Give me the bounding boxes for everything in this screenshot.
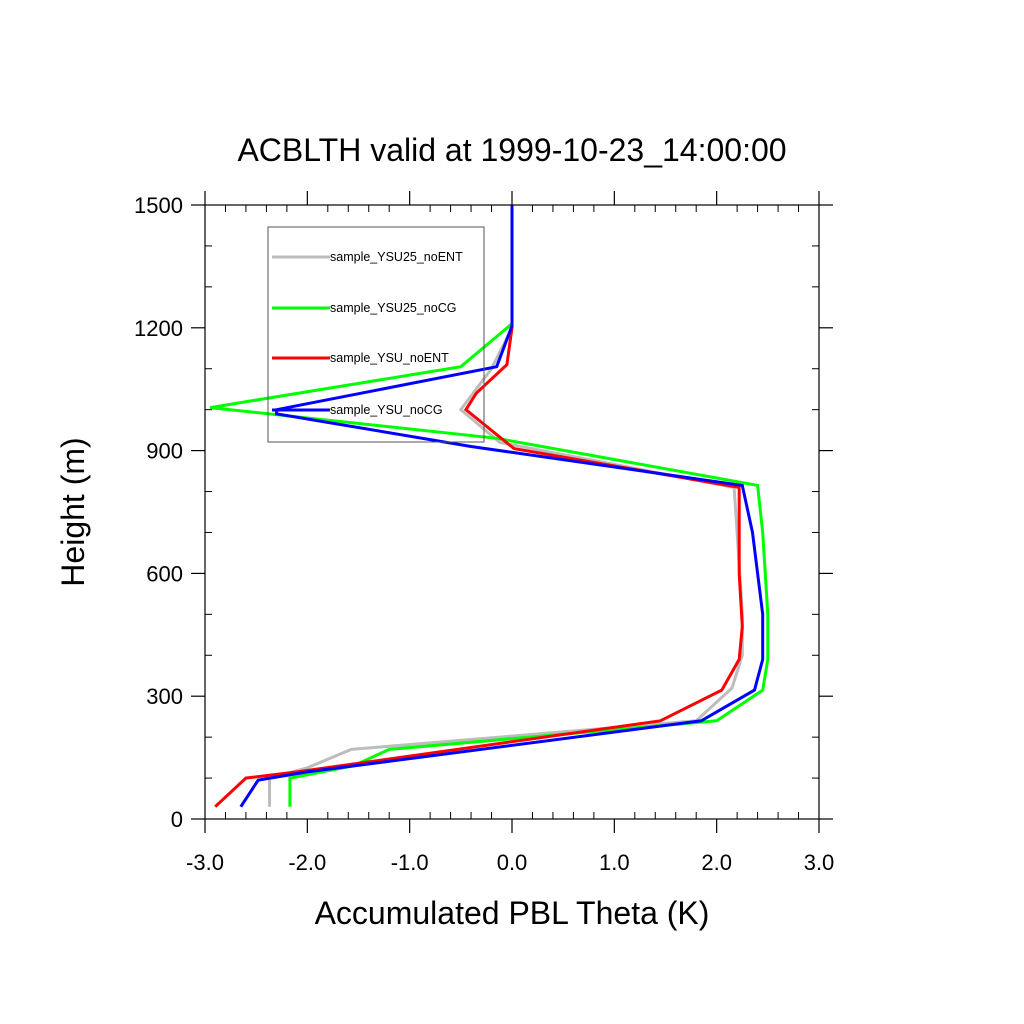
legend-label: sample_YSU_noCG <box>330 403 443 417</box>
series-line-sample-ysu25-nocg <box>209 205 770 807</box>
series-lines <box>209 205 770 808</box>
plot-frame <box>204 204 820 820</box>
legend-label: sample_YSU25_noENT <box>330 250 463 264</box>
series-line-sample-ysu-nocg <box>239 205 765 808</box>
y-tick-label: 1200 <box>134 316 183 341</box>
x-tick-label: -2.0 <box>288 850 326 875</box>
y-tick-label: 300 <box>146 684 183 709</box>
y-tick-label: 900 <box>146 439 183 464</box>
x-tick-label: 0.0 <box>497 850 528 875</box>
x-tick-label: -1.0 <box>391 850 429 875</box>
y-tick-label: 600 <box>146 561 183 586</box>
x-tick-label: -3.0 <box>186 850 224 875</box>
legend-label: sample_YSU25_noCG <box>330 301 456 315</box>
legend: sample_YSU25_noENT sample_YSU25_noCGsampl… <box>267 226 485 443</box>
x-tick-label: 3.0 <box>804 850 835 875</box>
y-tick-label: 0 <box>171 807 183 832</box>
x-axis-label: Accumulated PBL Theta (K) <box>315 895 710 931</box>
legend-box <box>267 226 485 443</box>
y-axis-label: Height (m) <box>55 437 91 586</box>
x-tick-label: 1.0 <box>599 850 630 875</box>
axis-ticks: -3.0 -2.0 -1.0 0.0 1.0 2.0 3.0 0 300 600 900 1200 15… <box>134 191 834 875</box>
x-tick-label: 2.0 <box>701 850 732 875</box>
y-tick-label: 1500 <box>134 193 183 218</box>
legend-label: sample_YSU_noENT <box>330 351 449 365</box>
series-line-sample-ysu-noent <box>214 205 744 808</box>
chart-title: ACBLTH valid at 1999-10-23_14:00:00 <box>237 132 786 168</box>
